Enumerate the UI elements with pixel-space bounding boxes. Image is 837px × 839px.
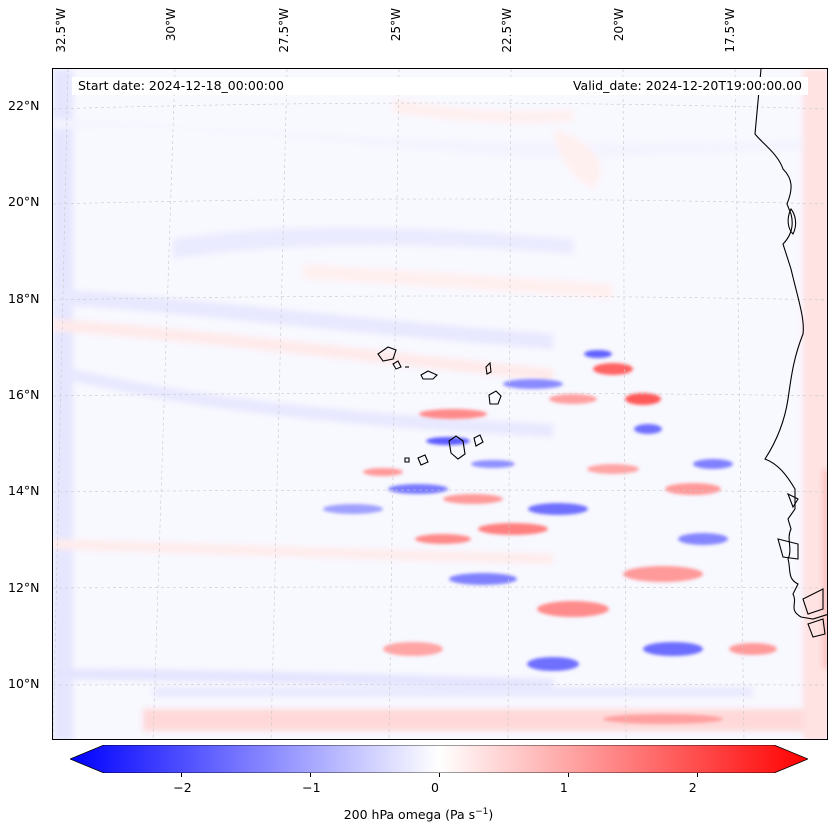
broad-omega-bands xyxy=(53,69,827,739)
colorbar xyxy=(68,744,810,774)
lat-label-12n: 12°N xyxy=(8,580,40,595)
colorbar-tick-mark xyxy=(567,773,569,777)
lat-label-10n: 10°N xyxy=(8,676,40,691)
colorbar-body xyxy=(68,744,810,774)
colorbar-label: 200 hPa omega (Pa s−1) xyxy=(0,807,837,822)
lon-label-22-5w: 22.5°W xyxy=(500,8,514,53)
lat-label-20n: 20°N xyxy=(8,194,40,209)
colorbar-tick-mark xyxy=(310,773,312,777)
colorbar-tick-2: 2 xyxy=(688,780,697,795)
colorbar-label-suffix: ) xyxy=(488,807,494,823)
lat-label-16n: 16°N xyxy=(8,387,40,402)
mesoscale-omega-features xyxy=(323,350,777,724)
colorbar-tick-mark xyxy=(696,773,698,777)
colorbar-tick-minus2: −2 xyxy=(173,780,192,795)
coastline xyxy=(754,69,827,638)
lat-label-14n: 14°N xyxy=(8,483,40,498)
colorbar-graphic xyxy=(68,744,810,774)
colorbar-tick-mark xyxy=(181,773,183,777)
colorbar-tick-1: 1 xyxy=(559,780,568,795)
cabo-verde-islands xyxy=(377,346,502,466)
colorbar-tick-mark xyxy=(439,773,440,777)
map-panel xyxy=(52,68,828,740)
colorbar-tick-0: 0 xyxy=(431,780,439,795)
omega-field-map xyxy=(53,69,827,739)
colorbar-label-exponent: −1 xyxy=(475,807,489,817)
lon-label-32-5w: 32.5°W xyxy=(54,8,68,53)
colorbar-label-prefix: 200 hPa omega (Pa s xyxy=(343,807,476,823)
lat-label-18n: 18°N xyxy=(8,291,40,306)
lon-label-30w: 30°W xyxy=(164,8,178,42)
lon-label-25w: 25°W xyxy=(389,8,403,42)
lon-label-27-5w: 27.5°W xyxy=(277,8,291,53)
colorbar-tick-minus1: −1 xyxy=(302,780,321,795)
lon-label-20w: 20°W xyxy=(612,8,626,42)
start-date-label: Start date: 2024-12-18_00:00:00 xyxy=(72,77,290,95)
graticule xyxy=(53,69,827,739)
lat-label-22n: 22°N xyxy=(8,98,40,113)
valid-date-label: Valid_date: 2024-12-20T19:00:00.00 xyxy=(566,77,808,95)
lon-label-17-5w: 17.5°W xyxy=(723,8,737,53)
